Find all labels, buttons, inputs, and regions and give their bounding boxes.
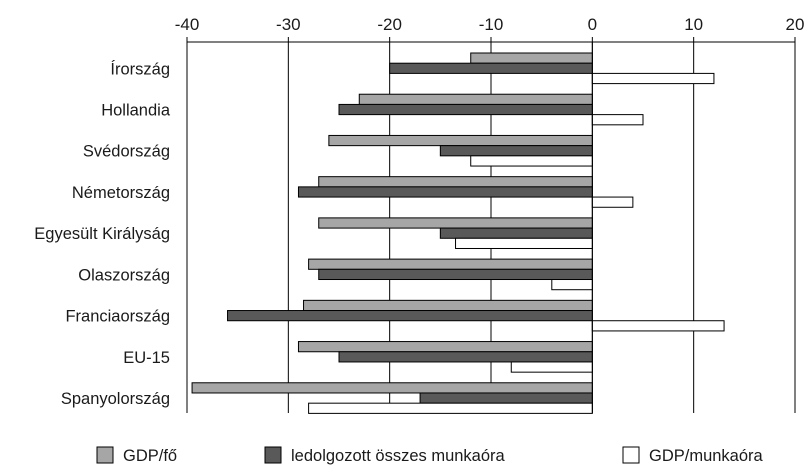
legend-swatch: [264, 446, 282, 464]
x-tick-label: 0: [588, 15, 597, 34]
bar-gdp-f-: [358, 93, 593, 105]
bar-gdp-munka-ra: [591, 320, 725, 332]
bar-gdp-f-: [470, 52, 593, 64]
bar-gdp-munka-ra: [551, 279, 593, 291]
x-tick-label: -20: [377, 15, 402, 34]
x-tick-label: 20: [786, 15, 805, 34]
category-label: Németország: [72, 184, 170, 202]
bar-ledolgozott-sszes-munka-ra: [318, 268, 593, 281]
bar-gdp-munka-ra: [470, 155, 593, 167]
bar-gdp-f-: [318, 176, 593, 188]
category-label: Olaszország: [78, 266, 170, 284]
bar-gdp-f-: [328, 134, 593, 147]
x-tick-label: -40: [175, 15, 200, 34]
bar-ledolgozott-sszes-munka-ra: [389, 62, 593, 74]
legend-label: GDP/fő: [123, 447, 177, 465]
bar-gdp-f-: [297, 341, 593, 353]
x-tick-label: 10: [684, 15, 703, 34]
category-label: EU-15: [123, 349, 170, 367]
bar-gdp-munka-ra: [510, 361, 593, 373]
bar-gdp-f-: [318, 217, 593, 229]
bar-gdp-munka-ra: [591, 196, 634, 208]
bars: [191, 42, 725, 414]
legend-label: ledolgozott összes munkaóra: [291, 447, 506, 465]
legend-swatch: [96, 446, 114, 464]
bar-ledolgozott-sszes-munka-ra: [439, 145, 593, 157]
bar-ledolgozott-sszes-munka-ra: [227, 310, 593, 322]
legend-label: GDP/munkaóra: [649, 447, 764, 465]
category-labels: Írország Hollandia Svédország Németország Eg…: [34, 59, 171, 408]
bar-gdp-munka-ra: [591, 114, 644, 126]
legend-swatch: [622, 446, 640, 464]
bar-gdp-f-: [191, 382, 593, 394]
category-label: Svédország: [83, 143, 170, 161]
bar-gdp-f-: [308, 258, 593, 270]
bar-ledolgozott-sszes-munka-ra: [297, 186, 593, 198]
bar-gdp-munka-ra: [591, 72, 715, 85]
legend: GDP/fő ledolgozott összes munkaóra GDP/mun…: [96, 446, 764, 465]
category-label: Egyesült Királyság: [34, 225, 170, 243]
x-axis: -40 -30 -20 -10 0 10 20: [175, 15, 805, 43]
bar-ledolgozott-sszes-munka-ra: [338, 351, 593, 363]
bar-gdp-f-: [303, 299, 593, 312]
category-label: Írország: [110, 59, 170, 78]
bar-ledolgozott-sszes-munka-ra: [338, 103, 593, 116]
bar-ledolgozott-sszes-munka-ra: [419, 392, 593, 404]
category-label: Franciaország: [65, 308, 170, 326]
bar-gdp-munka-ra: [455, 237, 593, 249]
category-label: Spanyolország: [61, 390, 170, 408]
x-tick-label: -30: [276, 15, 301, 34]
bar-ledolgozott-sszes-munka-ra: [439, 227, 593, 239]
category-label: Hollandia: [101, 102, 171, 120]
x-tick-label: -10: [479, 15, 504, 34]
bar-gdp-munka-ra: [308, 402, 593, 414]
